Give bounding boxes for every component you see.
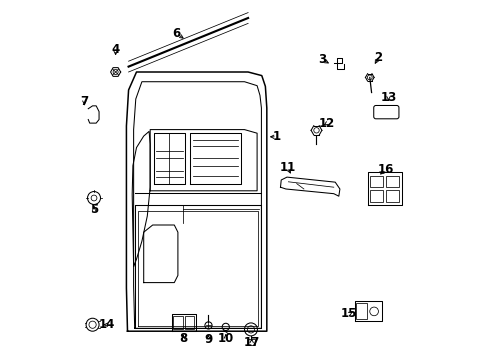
Text: 6: 6: [172, 27, 180, 40]
Text: 14: 14: [99, 318, 115, 331]
Text: 7: 7: [80, 95, 88, 108]
Bar: [369, 176, 383, 187]
Text: 10: 10: [217, 332, 233, 345]
Bar: [385, 190, 399, 202]
Text: 12: 12: [319, 117, 335, 130]
Text: 17: 17: [243, 336, 259, 349]
Bar: [246, 339, 255, 345]
Bar: [369, 190, 383, 202]
Text: 3: 3: [317, 53, 325, 66]
Text: 1: 1: [272, 130, 281, 143]
Text: 16: 16: [377, 163, 393, 176]
Bar: [385, 176, 399, 187]
Text: 4: 4: [111, 43, 120, 56]
Bar: [184, 316, 194, 329]
Text: 11: 11: [279, 161, 295, 174]
Text: 2: 2: [374, 51, 382, 64]
Text: 13: 13: [380, 91, 396, 104]
Text: 15: 15: [340, 307, 356, 320]
Bar: [356, 303, 366, 319]
Text: 8: 8: [179, 332, 187, 345]
Text: 5: 5: [90, 203, 98, 216]
Text: 9: 9: [204, 333, 212, 346]
Bar: [173, 316, 182, 329]
